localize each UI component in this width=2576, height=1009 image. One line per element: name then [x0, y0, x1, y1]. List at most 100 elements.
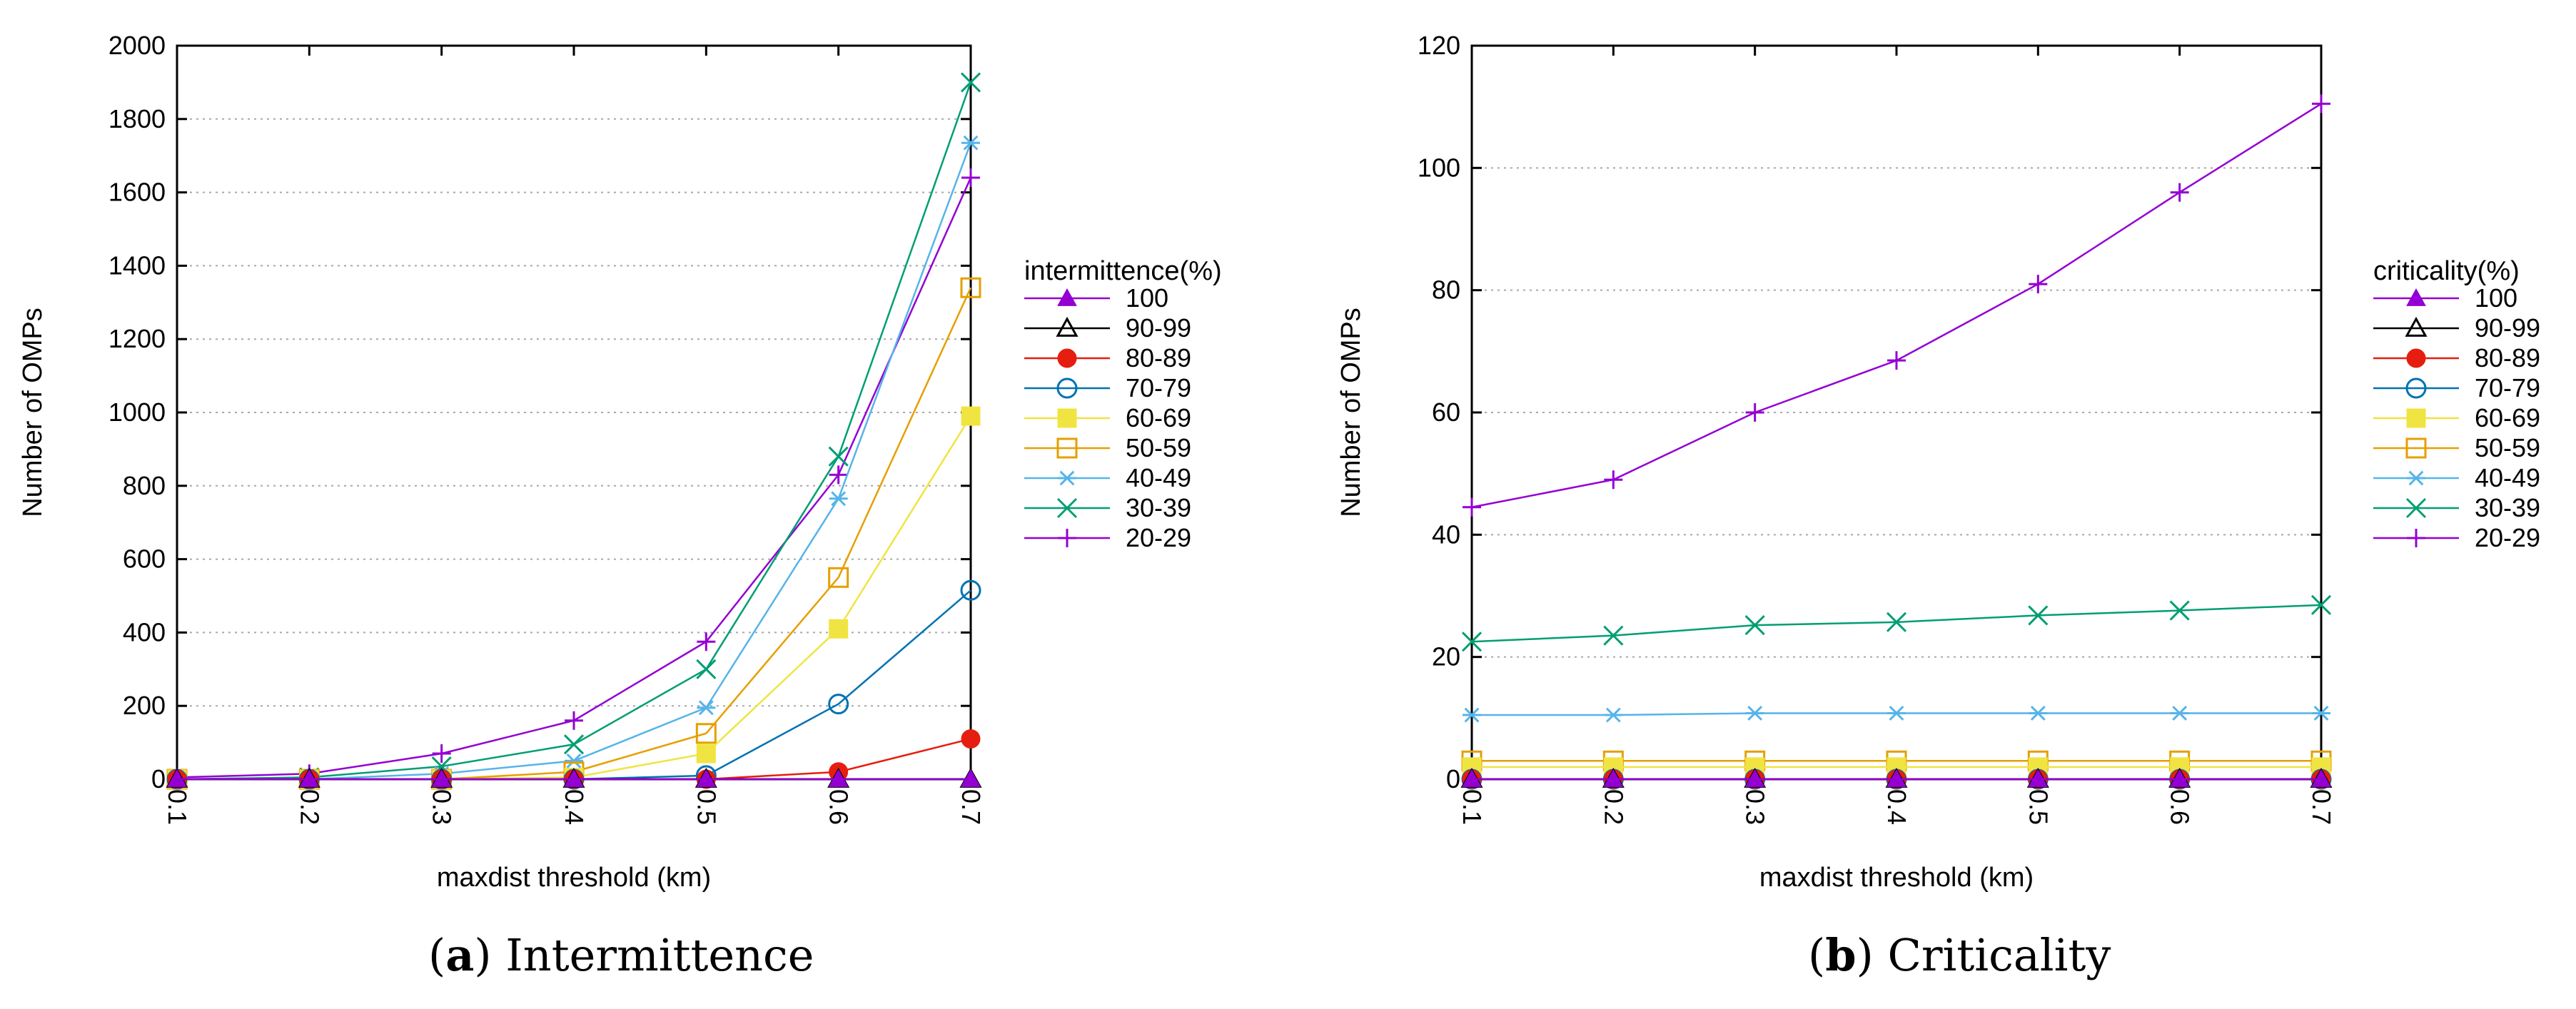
data-point — [1463, 707, 1481, 723]
y-tick-label: 80 — [1432, 275, 1460, 305]
caption: (a) Intermittence — [428, 929, 814, 981]
data-point — [1745, 706, 1764, 721]
legend-entry-label: 40-49 — [2475, 463, 2540, 492]
caption-letter: b — [1825, 929, 1856, 981]
caption-paren: ( — [428, 929, 445, 981]
legend-swatch-marker — [1056, 497, 1078, 519]
legend-swatch-marker — [1057, 288, 1077, 306]
y-tick-label: 800 — [123, 471, 166, 500]
data-point — [2169, 600, 2190, 621]
y-tick-label: 120 — [1418, 31, 1460, 60]
series-20-29 — [168, 168, 980, 787]
data-point — [431, 769, 452, 787]
x-tick-label: 0.3 — [1741, 789, 1770, 825]
series-60-69 — [167, 406, 981, 789]
legend-swatch-marker — [2406, 408, 2426, 428]
x-tick-label: 0.4 — [560, 789, 589, 825]
data-point — [2312, 94, 2330, 113]
y-tick-label: 1000 — [108, 397, 166, 427]
legend-entry-label: 100 — [1126, 283, 1168, 313]
data-point — [695, 723, 717, 744]
data-point — [167, 769, 187, 787]
data-point — [1886, 612, 1907, 632]
caption-letter: a — [445, 929, 474, 981]
legend-swatch-marker — [1058, 529, 1076, 547]
x-tick-label: 0.6 — [2166, 789, 2195, 825]
legend: criticality(%)10090-9980-8970-7960-6950-… — [2373, 256, 2540, 552]
legend-entry-label: 80-89 — [2475, 343, 2540, 372]
y-tick-label: 1200 — [108, 324, 166, 353]
legend-entry-label: 100 — [2475, 283, 2517, 313]
legend-entry-label: 70-79 — [2475, 373, 2540, 402]
legend-entry-label: 30-39 — [1126, 493, 1191, 522]
legend-entry-label: 20-29 — [1126, 523, 1191, 552]
chart-intermittence: 0 200 400 600 800 1000 1200 1400 1600 1800 2000 0.1… — [18, 31, 1222, 981]
legend-entry-label: 50-59 — [2475, 433, 2540, 462]
data-point — [1461, 632, 1483, 652]
x-tick-label: 0.4 — [1882, 789, 1911, 825]
legend-title: criticality(%) — [2373, 256, 2520, 286]
legend-swatch-marker — [1056, 316, 1079, 337]
caption-title: ) Intermittence — [474, 929, 814, 981]
data-point — [432, 744, 451, 764]
data-point — [565, 753, 583, 769]
data-point — [564, 769, 584, 787]
legend-swatch-marker — [1056, 437, 1078, 459]
data-point — [1604, 470, 1623, 490]
legend-entry-label: 60-69 — [1126, 403, 1191, 432]
x-tick-label: 0.5 — [2024, 789, 2053, 825]
data-point — [960, 72, 981, 93]
data-point — [1745, 403, 1764, 422]
data-point — [1887, 706, 1906, 721]
data-point — [2028, 605, 2049, 626]
legend-swatch-marker — [2405, 316, 2428, 337]
x-tick-label: 0.7 — [2307, 789, 2336, 825]
series-line — [177, 589, 971, 781]
x-tick-label: 0.1 — [163, 789, 192, 825]
y-tick-label: 1600 — [108, 178, 166, 207]
data-point — [2170, 183, 2189, 202]
x-axis-label: maxdist threshold (km) — [1759, 863, 2034, 893]
y-tick-label: 1400 — [108, 250, 166, 280]
data-point — [563, 734, 585, 755]
data-point — [829, 491, 848, 507]
y-tick-label: 600 — [123, 544, 166, 574]
y-tick-label: 0 — [1446, 764, 1460, 793]
data-point — [1463, 497, 1481, 517]
series-40-49 — [1463, 706, 2330, 723]
data-point — [2029, 275, 2048, 294]
legend-entry-label: 80-89 — [1126, 343, 1191, 372]
data-point — [696, 769, 717, 787]
legend-entry-label: 90-99 — [2475, 313, 2540, 343]
data-point — [960, 277, 981, 298]
data-point — [961, 406, 981, 426]
data-point — [565, 711, 583, 730]
legend-swatch-marker — [2406, 288, 2426, 306]
data-point — [697, 700, 716, 716]
legend-entry-label: 20-29 — [2475, 523, 2540, 552]
x-axis-label: maxdist threshold (km) — [437, 863, 711, 893]
data-point — [2310, 594, 2332, 615]
legend-swatch-marker — [2405, 497, 2427, 519]
data-point — [1604, 707, 1623, 723]
data-point — [2170, 706, 2189, 721]
data-point — [1744, 769, 1765, 787]
legend-entry-label: 50-59 — [1126, 433, 1191, 462]
y-tick-label: 1800 — [108, 104, 166, 133]
data-point — [696, 744, 716, 764]
caption-title: ) Criticality — [1857, 929, 2111, 981]
y-tick-label: 20 — [1432, 642, 1460, 671]
x-tick-label: 0.3 — [428, 789, 457, 825]
caption: (b) Criticality — [1808, 929, 2111, 981]
data-point — [2028, 769, 2049, 787]
legend-title: intermittence(%) — [1024, 256, 1222, 286]
legend-swatch-marker — [1056, 377, 1078, 399]
data-point — [697, 632, 716, 651]
y-tick-label: 200 — [123, 691, 166, 720]
data-point — [961, 729, 981, 749]
legend-swatch-marker — [2405, 377, 2427, 399]
legend-swatch-marker — [1057, 408, 1077, 428]
data-point — [828, 446, 849, 467]
legend-swatch-marker — [1057, 348, 1077, 368]
